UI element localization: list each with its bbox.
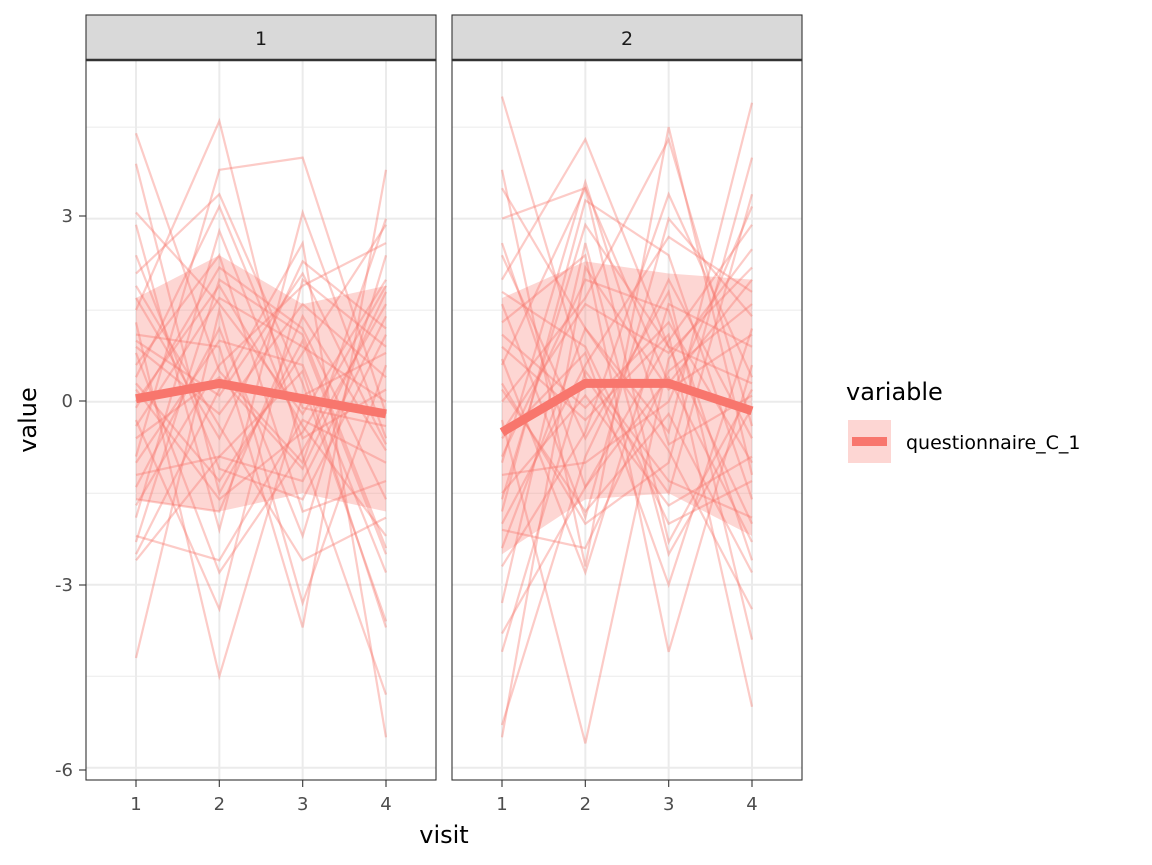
individual-line [135,192,388,622]
individual-line [134,254,387,501]
individual-line [501,328,754,589]
individual-line [501,136,754,427]
individual-line [135,369,388,628]
individual-line [135,271,387,445]
individual-line [135,239,388,738]
individual-line [500,248,753,744]
individual-line [135,169,388,628]
x-tick-label: 2 [580,794,591,815]
legend: variable questionnaire_C_1 [846,378,1081,463]
individual-line [501,206,754,477]
individual-line [500,242,753,543]
individual-line [135,339,388,573]
individual-line [135,315,387,562]
individual-line [135,302,387,416]
x-axis: 1 2 3 4 1 2 3 4 visit [130,780,758,849]
individual-line [135,252,387,513]
individual-line [134,303,387,575]
individual-line [501,235,753,525]
x-tick-label: 4 [746,794,757,815]
strip-2 [451,14,803,61]
strip-1 [85,14,437,61]
individual-line [501,278,754,561]
individual-line [135,259,387,441]
individual-line [134,156,388,457]
individual-line [135,254,388,540]
individual-line [135,203,387,428]
individual-line [500,302,753,576]
individual-line [500,198,754,512]
individual-line [501,136,753,525]
individual-line [501,157,754,526]
individual-line [135,211,387,416]
individual-line [135,224,387,483]
individual-line [134,227,387,518]
individual-line [135,313,387,513]
x-tick-label: 3 [297,794,308,815]
individual-line [501,393,753,507]
y-axis: 3 0 -3 -6 value [14,206,86,781]
mean-line [499,378,754,437]
individual-line [501,303,753,550]
y-axis-title: value [14,387,42,453]
individual-line [501,388,753,574]
individual-line [501,191,753,568]
individual-line [501,186,753,546]
individual-line [134,322,387,681]
individual-line [135,296,387,427]
individual-line [134,132,388,465]
individual-line [500,96,754,496]
individual-line [500,277,753,726]
panel-2: 2 [451,14,803,781]
ribbon-band [502,261,752,555]
y-tick-label: -3 [55,575,73,596]
individual-line [134,277,387,613]
mean-line [135,378,387,419]
legend-label: questionnaire_C_1 [906,432,1081,454]
individual-line [135,285,387,562]
y-tick-label: 0 [62,391,73,412]
individual-line [500,242,753,604]
strip-label-2: 2 [621,28,633,50]
legend-title: variable [846,378,943,406]
individual-line [501,266,753,433]
individual-line [134,117,388,695]
individual-line [501,332,754,708]
individual-line [135,242,387,506]
strip-label-1: 1 [255,28,267,50]
individual-line [501,253,754,653]
individual-line [134,277,388,549]
x-tick-label: 3 [663,794,674,815]
individual-line [500,222,753,500]
individual-line [501,290,753,526]
individual-line [134,163,388,555]
individual-line [135,418,387,562]
individual-line [500,126,754,567]
individual-line [500,368,753,653]
x-tick-label: 1 [496,794,507,815]
y-tick-label: 3 [62,206,73,227]
x-tick-label: 2 [214,794,225,815]
individual-line [135,283,387,537]
individual-line [500,254,754,640]
individual-line [500,264,753,738]
individual-line [501,224,753,635]
individual-line [135,265,387,500]
y-tick-label: -6 [55,760,73,781]
individual-line [500,326,753,610]
individual-line [501,185,753,386]
ribbon-band [136,255,386,512]
individual-line [134,305,388,659]
x-axis-title: visit [419,821,468,849]
individual-line [500,178,753,464]
individual-line [135,285,387,501]
x-tick-label: 1 [130,794,141,815]
panel-1: 1 [85,14,437,781]
x-tick-label: 4 [380,794,391,815]
individual-line [134,208,388,535]
individual-line [135,291,387,471]
